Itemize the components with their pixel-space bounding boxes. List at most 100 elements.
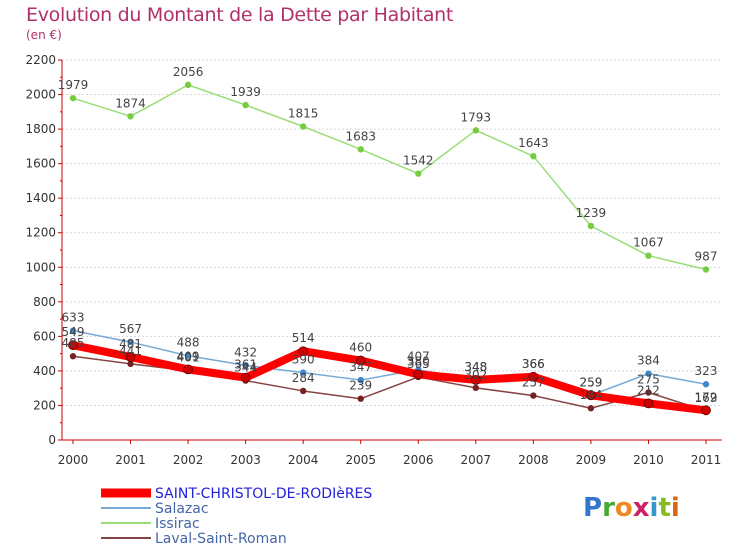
data-label: 1239 xyxy=(576,206,607,220)
data-label: 1874 xyxy=(115,96,146,110)
data-label: 390 xyxy=(292,353,315,367)
logo: Proxiti xyxy=(583,493,680,523)
data-label: 239 xyxy=(349,379,372,393)
data-point xyxy=(530,153,537,160)
data-label: 302 xyxy=(464,368,487,382)
data-point xyxy=(587,405,595,412)
data-point xyxy=(68,340,78,351)
data-label: 184 xyxy=(579,388,602,402)
legend-label: Salazac xyxy=(155,501,209,517)
data-label: 407 xyxy=(407,350,430,364)
x-tick-label: 2004 xyxy=(288,453,319,467)
data-point xyxy=(183,364,193,375)
data-point xyxy=(586,390,596,401)
data-point xyxy=(242,362,249,369)
data-point xyxy=(240,372,251,383)
data-point xyxy=(299,369,307,376)
data-label: 2056 xyxy=(173,65,204,79)
x-tick-label: 2005 xyxy=(345,453,376,467)
data-point xyxy=(702,266,710,273)
y-tick-label: 2200 xyxy=(25,53,56,67)
data-point xyxy=(645,389,652,396)
x-tick-label: 2009 xyxy=(576,453,607,467)
data-label: 1815 xyxy=(288,107,319,121)
data-label: 259 xyxy=(579,375,602,389)
data-label: 259 xyxy=(579,375,602,389)
data-label: 1542 xyxy=(403,154,434,168)
data-point xyxy=(355,355,366,366)
data-point xyxy=(357,146,364,153)
data-label: 567 xyxy=(119,322,142,336)
y-tick-label: 1400 xyxy=(25,191,56,205)
data-point xyxy=(701,405,711,416)
data-point xyxy=(528,371,539,382)
y-tick-label: 1000 xyxy=(25,260,56,274)
data-point xyxy=(69,353,77,360)
x-tick-label: 2011 xyxy=(691,453,722,467)
data-label: 348 xyxy=(464,360,487,374)
x-tick-label: 2000 xyxy=(58,453,89,467)
data-label: 344 xyxy=(234,361,257,375)
data-label: 1979 xyxy=(58,78,89,92)
data-label: 380 xyxy=(407,354,430,368)
data-point xyxy=(470,374,481,385)
data-point xyxy=(587,222,595,230)
data-label: 361 xyxy=(234,358,257,372)
data-label: 169 xyxy=(695,391,718,405)
y-tick-label: 1800 xyxy=(25,122,56,136)
data-point xyxy=(702,381,710,388)
data-label: 366 xyxy=(522,357,545,371)
data-point xyxy=(357,395,364,402)
data-point xyxy=(530,392,537,399)
data-label: 1643 xyxy=(518,136,549,150)
data-label: 1683 xyxy=(345,129,376,143)
y-tick-label: 400 xyxy=(33,364,56,378)
x-tick-label: 2007 xyxy=(461,453,492,467)
legend-label: Laval-Saint-Roman xyxy=(155,531,287,547)
data-point xyxy=(184,81,192,89)
data-point xyxy=(127,113,134,120)
data-point xyxy=(415,170,422,177)
x-tick-label: 2010 xyxy=(633,453,664,467)
y-tick-label: 1600 xyxy=(25,157,56,171)
data-point xyxy=(125,352,136,362)
data-label: 172 xyxy=(695,390,718,404)
data-label: 488 xyxy=(177,336,200,350)
data-point xyxy=(184,352,192,359)
x-tick-label: 2003 xyxy=(230,453,261,467)
data-point xyxy=(645,252,652,259)
data-label: 633 xyxy=(62,311,85,325)
x-tick-label: 2008 xyxy=(518,453,549,467)
x-tick-label: 2002 xyxy=(173,453,204,467)
data-point xyxy=(127,360,134,368)
data-label: 347 xyxy=(349,360,372,374)
data-label: 284 xyxy=(292,371,315,385)
data-label: 987 xyxy=(695,250,718,264)
data-label: 366 xyxy=(522,357,545,371)
data-label: 384 xyxy=(637,354,660,368)
series-line xyxy=(69,341,710,415)
data-point xyxy=(357,376,364,384)
data-label: 460 xyxy=(349,341,372,355)
data-label: 514 xyxy=(292,331,315,345)
chart-subtitle: (en €) xyxy=(26,28,62,42)
data-label: 348 xyxy=(464,360,487,374)
series-line xyxy=(72,84,707,271)
y-tick-label: 0 xyxy=(48,433,56,447)
series-line xyxy=(72,329,707,397)
legend-label: SAINT-CHRISTOL-DE-RODIèRES xyxy=(155,486,372,502)
data-label: 481 xyxy=(119,337,142,351)
y-tick-label: 600 xyxy=(33,329,56,343)
data-point xyxy=(299,387,307,395)
data-label: 212 xyxy=(637,383,660,397)
y-tick-label: 200 xyxy=(33,398,56,412)
data-point xyxy=(472,127,480,134)
data-label: 432 xyxy=(234,345,257,359)
data-point xyxy=(242,101,249,109)
data-label: 275 xyxy=(637,373,660,387)
data-point xyxy=(298,346,309,357)
x-tick-label: 2006 xyxy=(403,453,434,467)
data-point xyxy=(645,370,652,377)
